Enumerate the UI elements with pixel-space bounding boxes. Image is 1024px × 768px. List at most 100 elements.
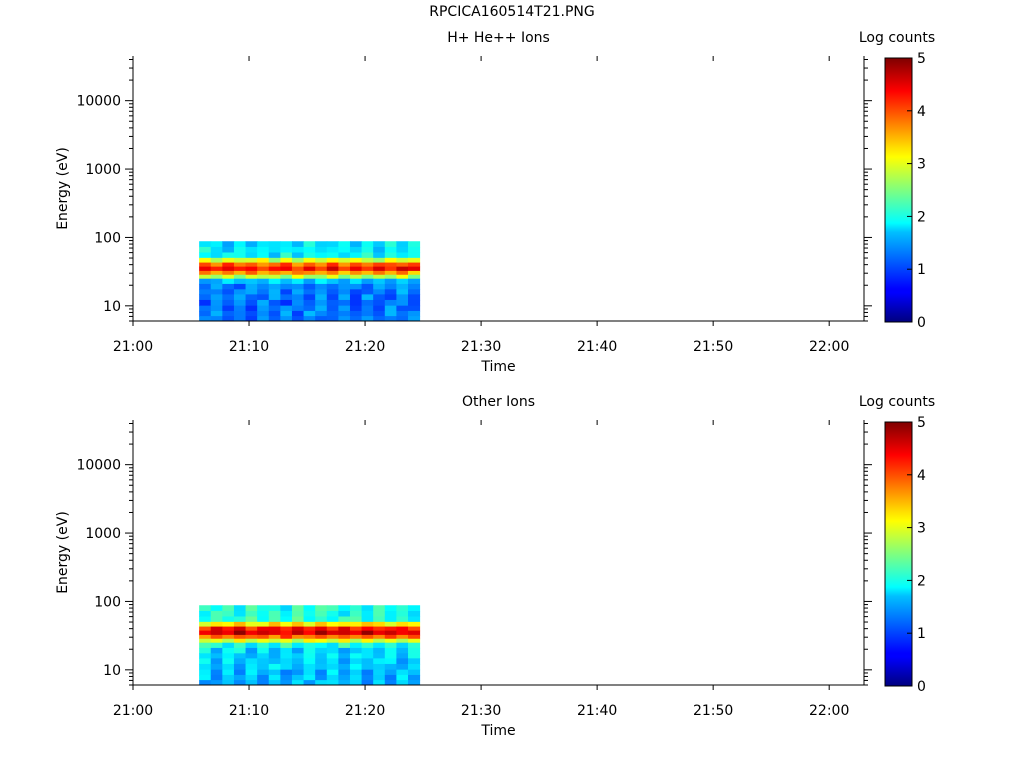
heatmap-cell xyxy=(222,252,235,259)
heatmap-cell xyxy=(384,246,397,253)
heatmap-cell xyxy=(233,630,247,636)
heatmap-cell xyxy=(338,316,351,322)
heatmap-cell xyxy=(245,634,258,640)
heatmap-cell xyxy=(361,289,374,295)
heatmap-cell xyxy=(361,262,374,268)
heatmap-cell xyxy=(199,653,212,659)
heatmap-cell xyxy=(349,257,363,264)
heatmap-cell xyxy=(303,669,316,676)
heatmap-cell xyxy=(396,252,409,259)
heatmap-cell xyxy=(408,316,421,322)
heatmap-cell xyxy=(384,278,397,285)
heatmap-cell xyxy=(268,647,281,654)
heatmap-cell xyxy=(338,257,351,264)
heatmap-cell xyxy=(257,653,270,659)
heatmap-cell xyxy=(233,270,247,276)
heatmap-cell xyxy=(326,252,339,259)
heatmap-cell xyxy=(257,669,270,676)
heatmap-cell xyxy=(303,616,316,623)
heatmap-cell xyxy=(338,605,351,612)
heatmap-cell xyxy=(373,621,386,628)
heatmap-cell xyxy=(303,246,316,253)
heatmap-cell xyxy=(257,274,270,280)
heatmap-cell xyxy=(408,283,421,290)
heatmap-cell xyxy=(280,674,293,681)
x-axis-label: Time xyxy=(480,359,515,375)
heatmap-cell xyxy=(257,647,270,654)
heatmap-cell xyxy=(373,299,386,307)
heatmap-cell xyxy=(384,274,397,280)
heatmap-cell xyxy=(280,630,293,636)
heatmap-cell xyxy=(384,680,397,686)
heatmap-cell xyxy=(268,246,281,253)
heatmap-cell xyxy=(384,605,397,612)
heatmap-cell xyxy=(222,653,235,659)
heatmap-cell xyxy=(361,270,374,276)
heatmap-cell xyxy=(326,634,339,640)
y-tick-label: 100 xyxy=(94,594,121,610)
heatmap-cell xyxy=(291,630,305,636)
heatmap-cell xyxy=(233,266,247,272)
heatmap-cell xyxy=(233,621,247,628)
heatmap-cell xyxy=(233,663,247,671)
heatmap-cell xyxy=(199,266,212,272)
heatmap-cell xyxy=(384,616,397,623)
heatmap-cell xyxy=(373,246,386,253)
heatmap-cell xyxy=(396,274,409,280)
heatmap-cell xyxy=(245,653,258,659)
heatmap-cell xyxy=(233,257,247,264)
heatmap-cell xyxy=(384,262,397,268)
heatmap-cell xyxy=(315,605,328,612)
heatmap-cell xyxy=(303,252,316,259)
heatmap-cell xyxy=(338,270,351,276)
heatmap-cell xyxy=(326,621,339,628)
heatmap-cell xyxy=(349,630,363,636)
x-tick-label: 21:20 xyxy=(345,339,385,355)
heatmap-cell xyxy=(349,294,363,301)
heatmap-cell xyxy=(268,630,281,636)
heatmap-cell xyxy=(199,658,212,665)
heatmap-cell xyxy=(280,626,293,632)
heatmap-cell xyxy=(280,305,293,312)
heatmap-cell xyxy=(268,680,281,686)
heatmap-cell xyxy=(408,246,421,253)
heatmap-cell xyxy=(361,630,374,636)
heatmap-cell xyxy=(303,294,316,301)
heatmap-cell xyxy=(199,621,212,628)
heatmap-cell xyxy=(199,257,212,264)
heatmap-cell xyxy=(303,626,316,632)
heatmap-cell xyxy=(280,262,293,268)
colorbar xyxy=(884,421,913,687)
heatmap-cell xyxy=(222,616,235,623)
heatmap-cell xyxy=(315,653,328,659)
heatmap-cell xyxy=(268,274,281,280)
heatmap-cell xyxy=(199,680,212,686)
heatmap-cell xyxy=(233,647,247,654)
heatmap-cell xyxy=(408,616,421,623)
heatmap-cell xyxy=(396,605,409,612)
heatmap-cell xyxy=(233,674,247,681)
heatmap-cell xyxy=(245,294,258,301)
heatmap-cell xyxy=(268,266,281,272)
heatmap-cell xyxy=(303,270,316,276)
heatmap-cell xyxy=(315,316,328,322)
heatmap-cell xyxy=(268,621,281,628)
heatmap-cell xyxy=(396,669,409,676)
heatmap-cell xyxy=(280,252,293,259)
heatmap-cell xyxy=(199,647,212,654)
heatmap-cell xyxy=(326,610,339,617)
heatmap-cell xyxy=(408,674,421,681)
heatmap-cell xyxy=(396,616,409,623)
colorbar-tick-label: 5 xyxy=(917,51,926,67)
panel-title: H+ He++ Ions xyxy=(447,30,550,46)
heatmap-cell xyxy=(199,294,212,301)
heatmap-cell xyxy=(349,680,363,686)
heatmap-cell xyxy=(257,616,270,623)
heatmap-cell xyxy=(373,616,386,623)
heatmap-cell xyxy=(361,278,374,285)
heatmap-cell xyxy=(199,283,212,290)
heatmap-cell xyxy=(257,299,270,307)
heatmap-cell xyxy=(338,634,351,640)
heatmap-cell xyxy=(280,316,293,322)
heatmap-cell xyxy=(349,289,363,295)
